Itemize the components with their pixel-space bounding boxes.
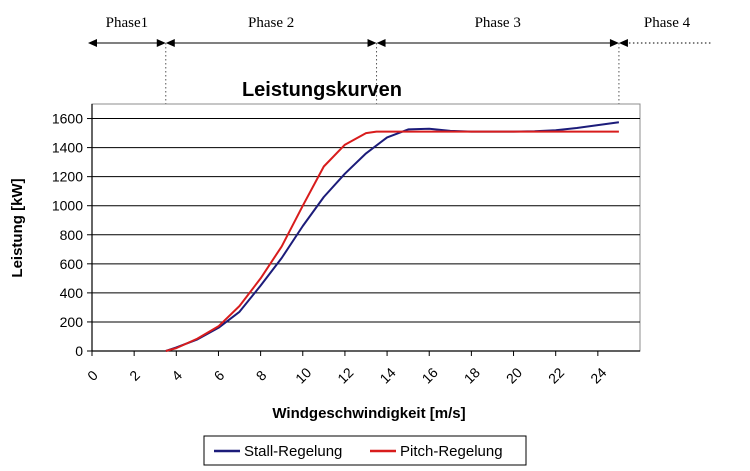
phase-label: Phase 3	[475, 15, 521, 31]
phase-arrowhead	[376, 39, 386, 47]
x-axis: 0 2 4 6 8 10 12 14 16 18 20 22 24	[84, 350, 640, 387]
phase-arrowhead	[165, 39, 175, 47]
phase-arrowhead	[367, 39, 377, 47]
phase-label: Phase 4	[644, 15, 691, 31]
y-tick-label: 400	[60, 285, 84, 301]
y-axis-label: Leistung [kW]	[9, 178, 26, 277]
y-axis: 0 200 400 600 800 1000 1200 1400 1600	[52, 104, 93, 359]
x-tick-label: 20	[503, 364, 525, 386]
phase-label: Phase1	[106, 15, 149, 31]
y-tick-label: 1600	[52, 111, 83, 127]
x-tick-label: 8	[253, 367, 270, 384]
y-tick-label: 600	[60, 256, 84, 272]
y-tick-label: 200	[60, 314, 84, 330]
plot-area	[91, 103, 641, 352]
y-tick-label: 800	[60, 227, 84, 243]
series-layer	[165, 121, 620, 352]
legend: Stall-Regelung Pitch-Regelung	[203, 435, 527, 466]
x-tick-label: 14	[376, 364, 398, 386]
chart-title: Leistungskurven	[242, 79, 402, 101]
legend-box	[203, 435, 527, 466]
x-tick-label: 24	[587, 364, 609, 386]
y-tick-label: 0	[75, 343, 83, 359]
phase-arrowhead	[609, 39, 619, 47]
x-tick-label: 22	[545, 364, 567, 386]
y-tick-label: 1400	[52, 140, 83, 156]
phase-label: Phase 2	[248, 15, 294, 31]
phase-arrowhead	[618, 39, 628, 47]
x-tick-label: 12	[334, 364, 356, 386]
legend-label: Pitch-Regelung	[400, 443, 503, 460]
phase-arrowhead	[88, 39, 97, 47]
x-tick-label: 0	[84, 367, 101, 384]
y-tick-label: 1200	[52, 169, 83, 185]
x-tick-label: 4	[168, 367, 185, 384]
legend-label: Stall-Regelung	[244, 443, 342, 460]
phase-arrowhead	[156, 39, 166, 47]
x-axis-label: Windgeschwindigkeit [m/s]	[272, 405, 465, 422]
x-tick-label: 18	[461, 364, 483, 386]
gridlines	[92, 118, 640, 323]
series-line	[165, 130, 619, 352]
x-tick-label: 16	[419, 364, 441, 386]
x-tick-label: 6	[211, 367, 228, 384]
x-tick-label: 2	[126, 367, 143, 384]
x-tick-label: 10	[292, 364, 314, 386]
y-tick-label: 1000	[52, 198, 83, 214]
